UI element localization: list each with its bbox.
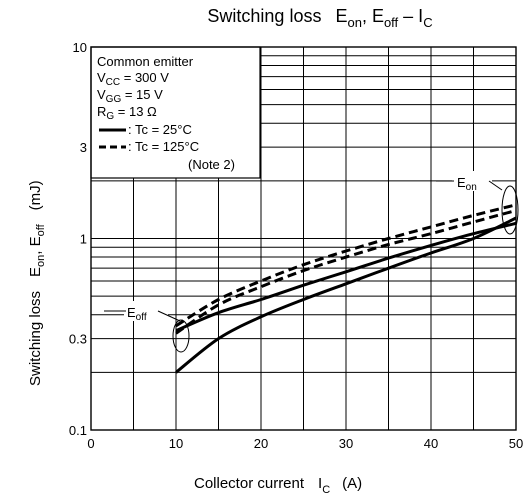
y-axis-label: Switching lossEon, Eoff(mJ): [27, 180, 47, 386]
legend-note: (Note 2): [188, 157, 235, 172]
plot-frame: [90, 46, 517, 431]
annotation-eon-ellipse: [501, 185, 519, 235]
y-tick-label: 0.1: [69, 423, 87, 438]
series-eoff-dashed: [175, 209, 517, 335]
x-axis-label: Collector current IC (A): [194, 475, 362, 496]
x-tick-label: 20: [254, 436, 268, 451]
annotation-eoff-ellipse: [172, 319, 190, 353]
legend-line-rg: RG = 13 Ω: [97, 104, 157, 122]
legend-line-vgg: VGG = 15 V: [97, 87, 163, 105]
y-tick-label: 10: [73, 40, 87, 55]
series-eon-dashed: [175, 203, 517, 328]
legend-background: [90, 46, 261, 179]
annotation-eoff: Eoff: [104, 301, 190, 353]
y-tick-label: 1: [80, 232, 87, 247]
annotation-eon-label: Eon: [457, 175, 477, 193]
x-tick-label: 0: [87, 436, 94, 451]
x-axis-ticks: 0 10 20 30 40 50: [87, 436, 523, 451]
x-tick-label: 10: [169, 436, 183, 451]
legend-label-25c: : Tc = 25°C: [128, 122, 192, 137]
x-tick-label: 40: [424, 436, 438, 451]
legend-line-common-emitter: Common emitter: [97, 54, 194, 69]
y-tick-label: 0.3: [69, 332, 87, 347]
annotation-eoff-label: Eoff: [127, 305, 147, 323]
y-axis-ticks: 0.1 0.3 1 3 10: [69, 40, 87, 438]
x-tick-label: 50: [509, 436, 523, 451]
legend-line-vcc: VCC = 300 V: [97, 70, 169, 88]
data-curves: [175, 203, 517, 374]
legend-label-125c: : Tc = 125°C: [128, 139, 199, 154]
chart-title: Switching loss Eon, Eoff – IC: [207, 6, 432, 30]
y-tick-label: 3: [80, 140, 87, 155]
series-eoff-solid: [175, 216, 517, 374]
series-eon-solid: [175, 221, 517, 333]
legend-box: Common emitter VCC = 300 V VGG = 15 V RG…: [90, 46, 261, 179]
annotation-eon: Eon: [436, 171, 519, 235]
x-tick-label: 30: [339, 436, 353, 451]
